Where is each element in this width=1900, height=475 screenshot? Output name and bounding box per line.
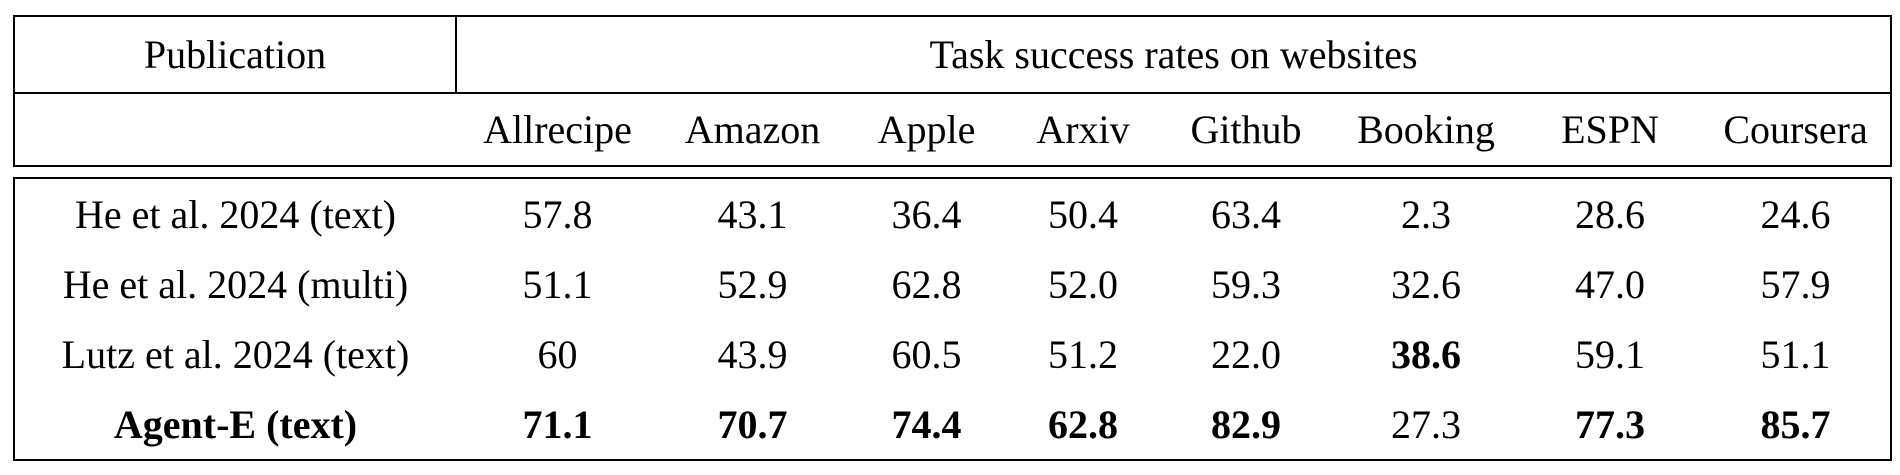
value-cell: 85.7 <box>1760 401 1831 447</box>
value-cell: 62.8 <box>1048 401 1118 447</box>
value-cell: 47.0 <box>1575 261 1645 307</box>
value-cell: 2.3 <box>1401 191 1451 237</box>
value-cell: 60.5 <box>891 331 962 377</box>
site-columns-row: Allrecipe Amazon Apple Arxiv Github Book… <box>14 93 1891 166</box>
site-column-header-booking: Booking <box>1357 107 1495 152</box>
site-column-header-github: Github <box>1190 107 1302 152</box>
group-header-row: Publication Task success rates on websit… <box>14 16 1892 94</box>
value-cell: 51.2 <box>1048 331 1118 377</box>
row-label: Lutz et al. 2024 (text) <box>61 331 410 377</box>
site-column-header-coursera: Coursera <box>1723 107 1868 152</box>
table-row-he-multi: He et al. 2024 (multi) 51.1 52.9 62.8 52… <box>14 249 1891 319</box>
row-label: He et al. 2024 (text) <box>75 191 396 237</box>
empty-header-cell <box>14 93 456 166</box>
row-label: Agent-E (text) <box>113 401 358 447</box>
value-cell: 82.9 <box>1211 401 1281 447</box>
table-row-he-text: He et al. 2024 (text) 57.8 43.1 36.4 50.… <box>14 178 1891 249</box>
value-cell: 62.8 <box>891 261 962 307</box>
value-cell: 60 <box>537 331 578 377</box>
value-cell: 43.1 <box>717 191 788 237</box>
publication-header-cell: Publication <box>14 16 457 94</box>
value-cell: 51.1 <box>522 261 593 307</box>
value-cell: 27.3 <box>1391 401 1461 447</box>
value-cell: 74.4 <box>891 401 962 447</box>
value-cell: 59.3 <box>1211 261 1281 307</box>
value-cell: 51.1 <box>1760 331 1831 377</box>
results-table: Publication Task success rates on websit… <box>13 15 1893 461</box>
value-cell: 28.6 <box>1575 191 1645 237</box>
value-cell: 32.6 <box>1391 261 1461 307</box>
value-cell: 38.6 <box>1391 331 1461 377</box>
table-row-lutz-text: Lutz et al. 2024 (text) 60 43.9 60.5 51.… <box>14 319 1891 389</box>
site-column-header-amazon: Amazon <box>684 107 821 152</box>
value-cell: 52.9 <box>717 261 788 307</box>
value-cell: 50.4 <box>1048 191 1118 237</box>
value-cell: 24.6 <box>1760 191 1831 237</box>
value-cell: 70.7 <box>717 401 788 447</box>
site-column-header-espn: ESPN <box>1561 107 1659 152</box>
table-row-agent-e: Agent-E (text) 71.1 70.7 74.4 62.8 82.9 … <box>14 389 1891 460</box>
value-cell: 63.4 <box>1211 191 1281 237</box>
value-cell: 71.1 <box>522 401 593 447</box>
value-cell: 57.8 <box>522 191 593 237</box>
group-header-cell: Task success rates on websites <box>456 16 1892 94</box>
site-column-header-apple: Apple <box>877 107 976 152</box>
site-column-header-allrecipe: Allrecipe <box>483 107 632 152</box>
results-table-header: Publication Task success rates on websit… <box>13 15 1893 167</box>
value-cell: 36.4 <box>891 191 962 237</box>
value-cell: 22.0 <box>1211 331 1281 377</box>
value-cell: 59.1 <box>1575 331 1645 377</box>
value-cell: 52.0 <box>1048 261 1118 307</box>
site-column-header-arxiv: Arxiv <box>1036 107 1130 152</box>
results-table-body: He et al. 2024 (text) 57.8 43.1 36.4 50.… <box>13 177 1892 461</box>
value-cell: 43.9 <box>717 331 788 377</box>
row-label: He et al. 2024 (multi) <box>62 261 409 307</box>
value-cell: 57.9 <box>1760 261 1831 307</box>
value-cell: 77.3 <box>1575 401 1645 447</box>
